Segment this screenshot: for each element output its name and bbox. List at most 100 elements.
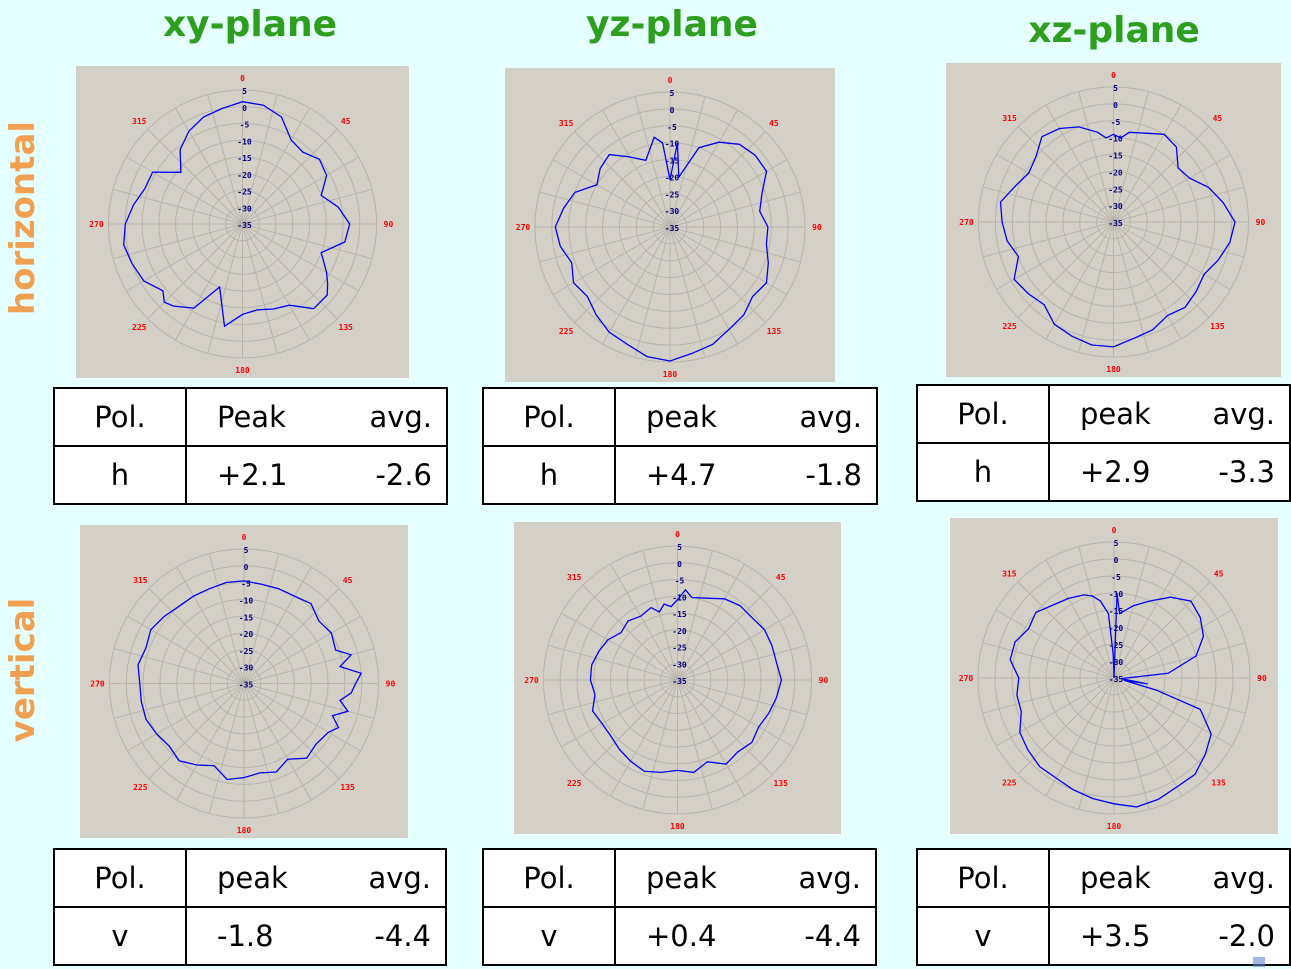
grid-spoke <box>242 223 359 292</box>
radial-tick-label: -30 <box>665 207 680 216</box>
peak-avg-header: peak avg. <box>1048 848 1291 908</box>
grid-spoke <box>669 191 801 228</box>
pol-header: Pol. <box>916 384 1050 444</box>
angle-label: 270 <box>90 680 105 689</box>
grid-spoke <box>126 156 243 225</box>
angle-label: 315 <box>1002 114 1017 123</box>
grid-spoke <box>243 588 340 684</box>
pol-value: v <box>53 906 187 966</box>
avg-header: avg. <box>1212 397 1275 431</box>
radial-tick-label: -30 <box>239 664 254 673</box>
radial-tick-label: -25 <box>237 188 252 197</box>
polar-plot-svg: 0459013518022527031550-5-10-15-20-25-30-… <box>959 526 1267 831</box>
grid-spoke <box>1045 104 1114 223</box>
grid-spoke <box>243 566 312 684</box>
peak-avg-values: +3.5 -2.0 <box>1048 906 1291 966</box>
grid-spoke <box>677 679 745 797</box>
grid-spoke <box>677 644 808 681</box>
pol-value: h <box>916 442 1050 502</box>
grid-spoke <box>677 679 808 716</box>
grid-spoke <box>243 648 375 684</box>
polar-plot-xy-horizontal: 0 45 90 135 180 225 270 315 5 0 -5 -10 -15 -20 -25 -30 -… <box>76 66 409 378</box>
avg-header: avg. <box>799 400 862 434</box>
radial-tick-label: 0 <box>677 560 682 569</box>
grid-spoke <box>243 683 312 801</box>
grid-spoke <box>561 612 678 681</box>
grid-spoke <box>677 612 794 681</box>
angle-label: 180 <box>237 826 252 835</box>
avg-value: -4.4 <box>804 919 861 953</box>
angle-label: 180 <box>663 370 678 379</box>
pattern-trace <box>137 580 363 781</box>
peak-avg-header: peak avg. <box>1048 384 1291 444</box>
pol-value: h <box>53 445 187 505</box>
grid-spoke <box>113 683 245 719</box>
angle-label: 0 <box>1112 526 1117 535</box>
angle-label: 225 <box>559 327 574 336</box>
grid-spoke <box>547 644 678 681</box>
grid-spoke <box>1113 609 1233 679</box>
grid-spoke <box>982 642 1115 679</box>
angle-label: 225 <box>133 783 148 792</box>
grid-spoke <box>243 553 280 684</box>
grid-spoke <box>127 615 245 684</box>
grid-spoke <box>1017 221 1114 318</box>
polar-plot-svg: 0459013518022527031550-5-10-15-20-25-30-… <box>959 71 1265 374</box>
grid-spoke <box>669 226 706 358</box>
radial-tick-label: -10 <box>239 596 254 605</box>
grid-spoke <box>147 128 243 225</box>
grid-spoke <box>995 609 1115 679</box>
grid-spoke <box>242 223 310 341</box>
grid-spoke <box>677 679 794 748</box>
avg-header: avg. <box>1212 861 1275 895</box>
radial-tick-label: -30 <box>672 660 687 669</box>
grid-spoke <box>176 566 245 684</box>
peak-header: peak <box>1080 397 1151 431</box>
pol-header: Pol. <box>916 848 1050 908</box>
grid-spoke <box>677 679 713 810</box>
peak-header: peak <box>646 400 717 434</box>
radial-tick-label: -15 <box>239 613 254 622</box>
angle-label: 90 <box>384 220 394 229</box>
radial-tick-label: -5 <box>241 580 251 589</box>
grid-spoke <box>243 615 361 684</box>
radial-tick-label: -25 <box>239 647 254 656</box>
angle-label: 45 <box>769 119 779 128</box>
radial-tick-label: -20 <box>239 630 254 639</box>
grid-spoke <box>242 107 310 225</box>
grid-spoke <box>1017 677 1115 775</box>
polar-plot-xy-vertical: 0 45 90 135 180 225 270 315 5 0 -5 -10 -15 -20 -25 -30 -… <box>80 525 408 838</box>
grid-spoke <box>242 223 373 260</box>
pattern-trace <box>999 126 1236 348</box>
angle-label: 90 <box>819 676 829 685</box>
grid-spoke <box>561 679 678 748</box>
grid-spoke <box>634 96 671 228</box>
grid-spoke <box>982 677 1115 714</box>
radial-tick-label: -5 <box>1111 118 1121 127</box>
stats-table-xz-horizontal: Pol. peak avg. h +2.9 -3.3 <box>916 384 1291 502</box>
grid-spoke <box>669 226 766 323</box>
grid-spoke <box>1045 677 1115 797</box>
peak-avg-values: +2.9 -3.3 <box>1048 442 1291 502</box>
grid-spoke <box>1113 221 1182 340</box>
angle-label: 90 <box>386 680 396 689</box>
angle-label: 180 <box>235 366 250 375</box>
angle-label: 135 <box>1211 779 1226 788</box>
table-row: h +2.9 -3.3 <box>916 442 1291 502</box>
table-row: v +3.5 -2.0 <box>916 906 1291 966</box>
grid-spoke <box>175 107 243 225</box>
angle-label: 180 <box>670 822 685 831</box>
grid-spoke <box>995 677 1115 747</box>
stats-table-xz-vertical: Pol. peak avg. v +3.5 -2.0 <box>916 848 1291 966</box>
grid-spoke <box>1113 186 1245 223</box>
grid-spoke <box>1078 677 1115 810</box>
radial-tick-label: 0 <box>1113 101 1118 110</box>
angle-label: 45 <box>341 117 351 126</box>
grid-spoke <box>552 159 671 228</box>
peak-avg-values: +0.4 -4.4 <box>614 906 877 966</box>
angle-label: 315 <box>1002 569 1017 578</box>
avg-header: avg. <box>368 861 431 895</box>
peak-avg-values: -1.8 -4.4 <box>185 906 447 966</box>
grid-spoke <box>547 679 678 716</box>
polar-plot-yz-horizontal: 0 45 90 135 180 225 270 315 5 0 -5 -10 -15 -20 -25 -30 -… <box>505 68 835 382</box>
